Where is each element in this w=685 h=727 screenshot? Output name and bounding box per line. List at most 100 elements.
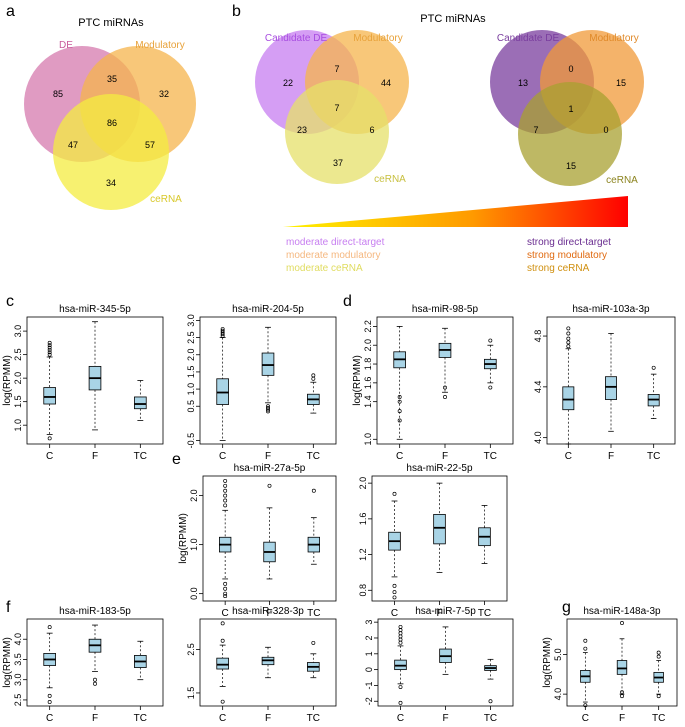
outlier-point [311,488,316,493]
outlier-point [266,407,270,412]
venn-b-right-count-a: 13 [518,78,528,88]
outlier-point [651,365,656,370]
x-tick-label: TC [307,713,320,724]
outlier-point [47,347,52,352]
y-tick-label: 1.0 [363,433,373,446]
plot-title: hsa-miR-204-5p [232,304,304,315]
x-tick-label: TC [484,451,497,462]
outlier-point [566,340,571,345]
x-tick-label: C [391,608,398,619]
outlier-point [266,409,270,414]
y-tick-label: 2.2 [363,320,373,333]
venn-a-count-c: 34 [106,178,116,188]
y-tick-label: 1.2 [358,548,368,561]
venn-b-left-count-ab: 7 [334,64,339,74]
x-tick-label: TC [484,713,497,724]
x-tick-label: F [608,451,614,462]
x-tick-label: C [565,451,572,462]
y-tick-label: 2.5 [13,348,23,361]
outlier-point [47,345,52,350]
x-tick-label: C [46,451,53,462]
outlier-point [566,336,571,341]
y-tick-label: 1.5 [13,395,23,408]
outlier-point [398,700,403,705]
outlier-point [223,483,228,488]
venn-a: PTC miRNAs DE Modulatory ceRNA 85 35 32 … [24,17,196,210]
box-iqr [216,657,229,670]
outlier-point [397,395,402,399]
y-tick-label: 0.8 [358,584,368,597]
panel-letter-c: c [6,293,14,310]
x-tick-label: TC [647,451,660,462]
x-tick-label: TC [652,713,665,724]
y-tick-label: 2.5 [13,694,23,707]
venn-b-left-circle-cerna [285,80,389,184]
x-tick-label: F [92,451,98,462]
outlier-point [397,418,402,423]
venn-b-left-count-abc: 7 [334,103,339,113]
y-tick-label: 1.4 [363,395,373,408]
venn-b-right-count-b: 15 [616,78,626,88]
x-tick-label: F [442,713,448,724]
outlier-point [47,340,52,345]
outlier-point [267,483,272,488]
legend-strong-direct: strong direct-target [527,237,611,248]
outlier-point [311,376,316,381]
y-tick-label: -2 [364,697,374,705]
outlier-point [311,640,316,645]
plot-title: hsa-miR-103a-3p [572,304,650,315]
panel-letter-f: f [6,599,11,616]
outlier-point [93,681,97,686]
venn-b-title: PTC miRNAs [420,13,486,25]
boxplot-5: hsa-miR-27a-5p 0.0 1.0 2.0 log(RPMM) C F TC [178,463,337,619]
y-tick-label: 3.0 [13,325,23,338]
plot-frame [376,316,514,445]
outlier-point [488,385,493,390]
outlier-point [397,409,402,414]
panel-letter-g: g [562,599,571,616]
venn-b-left-label-de: Candidate DE [265,33,328,44]
y-tick-label: 2.5 [186,643,196,656]
y-tick-label: 1.6 [358,513,368,526]
y-tick-label: 4.0 [13,633,23,646]
outlier-point [223,503,228,508]
outlier-point [620,690,624,695]
box-iqr [562,386,575,411]
venn-b-left: Candidate DE Modulatory ceRNA 22 7 44 7 … [255,30,409,185]
y-tick-label: 4.0 [533,431,543,444]
outlier-point [583,638,588,643]
outlier-point [47,693,52,698]
outlier-point [47,343,52,348]
y-tick-label: 2.0 [358,477,368,490]
y-tick-label: -0.5 [186,433,196,449]
venn-a-label-de: DE [59,40,73,51]
legend-moderate-cerna: moderate ceRNA [286,263,363,274]
outlier-point [566,331,571,336]
y-tick-label: 2.5 [186,331,196,344]
outlier-point [488,338,493,343]
outlier-point [583,703,588,708]
boxplot-3: hsa-miR-98-5p 1.0 1.4 1.6 1.8 2.0 2.2 log(RPMM)… [352,304,514,462]
y-tick-label: 1.0 [189,538,199,551]
plot-title: hsa-miR-345-5p [59,304,131,315]
y-tick-label: 4.4 [533,381,543,394]
outlier-point [398,640,403,645]
outlier-point [398,628,403,633]
outlier-point [398,631,403,636]
outlier-point [220,327,225,331]
outlier-point [220,638,225,643]
x-tick-label: F [442,451,448,462]
plot-title: hsa-miR-183-5p [59,606,131,617]
y-tick-label: 3.5 [13,653,23,666]
y-tick-label: 3.0 [13,673,23,686]
y-tick-label: -1 [364,681,374,689]
x-tick-label: F [265,713,271,724]
outlier-point [620,621,624,625]
outlier-point [398,685,403,689]
outlier-point [656,650,661,655]
outlier-point [311,373,316,378]
y-tick-label: 2.0 [13,372,23,385]
venn-b-right-count-bc: 0 [603,125,608,135]
boxplot-4: hsa-miR-103a-3p 4.0 4.4 4.8 C F TC [533,304,676,462]
